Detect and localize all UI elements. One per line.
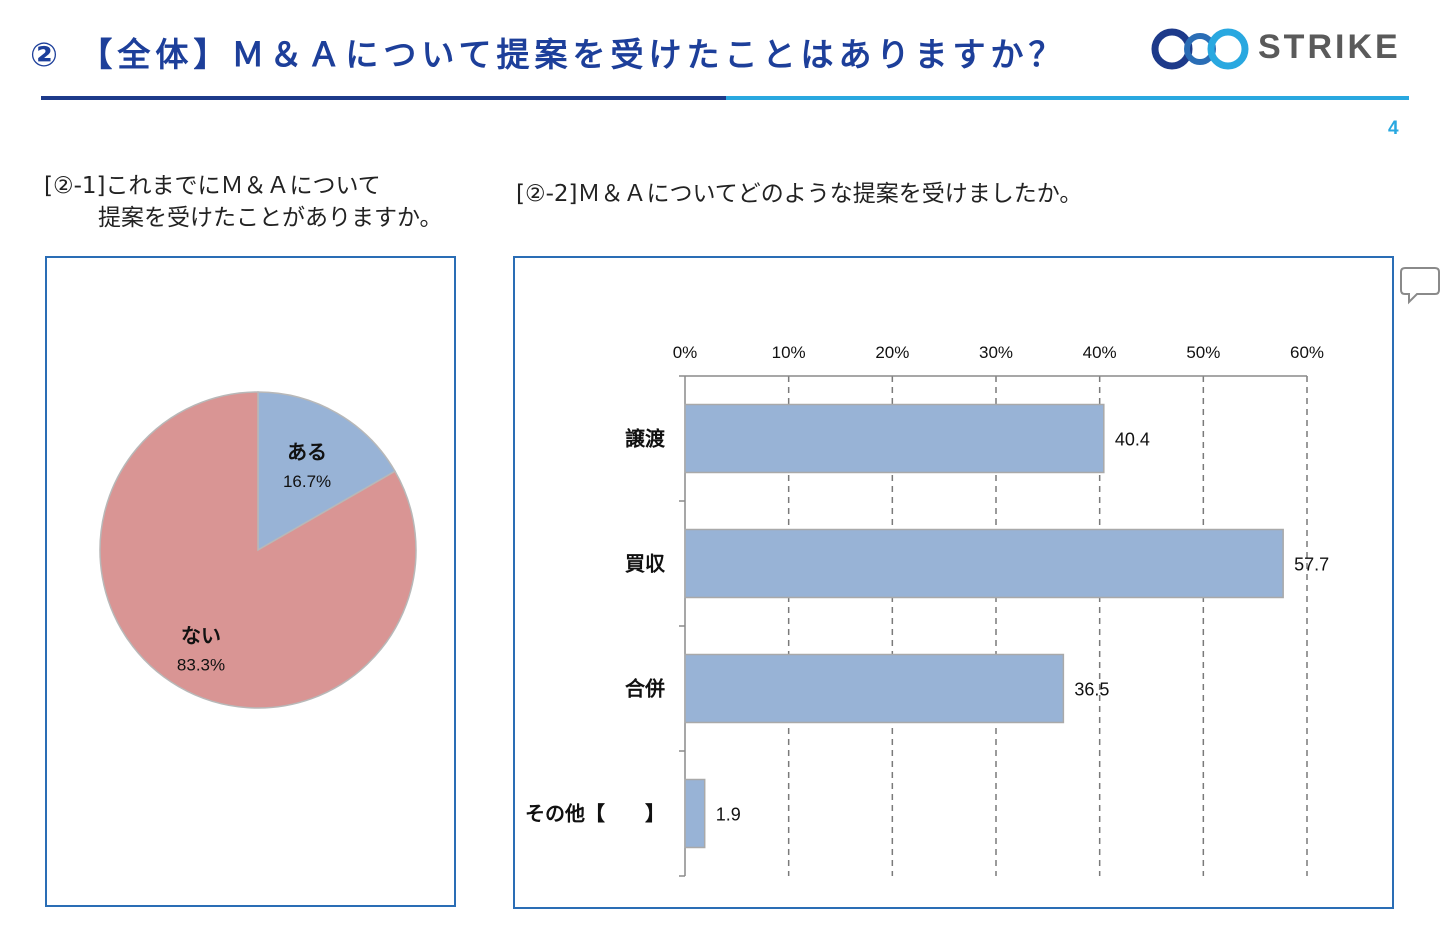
pie-label-1: ない <box>181 624 221 647</box>
page-number: 4 <box>1388 118 1399 139</box>
category-label: 譲渡 <box>625 427 666 451</box>
strike-logo-icon <box>1151 28 1249 70</box>
question-1-line-1: [②-1]これまでにＭ＆Ａについて <box>44 173 381 199</box>
bar-chart-panel: 0% 10% 20% 30% 40% 50% 60% 譲渡 40.4 買収 57.7 合併 36.5 その… <box>513 256 1394 909</box>
header-rule-light <box>726 96 1409 100</box>
pie-chart-panel: ある 16.7% ない 83.3% <box>45 256 456 907</box>
header-rule-dark <box>41 96 726 100</box>
comment-icon[interactable] <box>1399 264 1441 306</box>
x-tick-label: 50% <box>1186 343 1220 362</box>
x-tick-label: 10% <box>772 343 806 362</box>
bar-3 <box>684 778 706 849</box>
bar-1 <box>684 528 1284 599</box>
x-tick-label: 30% <box>979 343 1013 362</box>
page-title: ② 【全体】Ｍ＆Ａについて提案を受けたことはありますか？ <box>30 35 1067 74</box>
x-tick-label: 60% <box>1290 343 1324 362</box>
bar-2 <box>684 653 1065 724</box>
x-tick-label: 20% <box>875 343 909 362</box>
bar-value-label: 1.9 <box>716 805 741 825</box>
category-label: その他【 】 <box>525 802 665 826</box>
pie-slice-0 <box>257 391 397 552</box>
category-label: 買収 <box>625 553 666 576</box>
pie-chart: ある 16.7% ない 83.3% <box>99 391 417 709</box>
question-2: [②-2]Ｍ＆Ａについてどのような提案を受けましたか。 <box>516 181 1083 207</box>
question-1-line-2: 提案を受けたことがありますか。 <box>98 205 443 231</box>
pie-value-0: 16.7% <box>283 472 331 491</box>
pie-value-1: 83.3% <box>177 655 225 674</box>
bar-0 <box>684 403 1105 474</box>
pie-slice-1 <box>99 391 417 709</box>
x-tick-label: 0% <box>673 343 698 362</box>
pie-label-0: ある <box>287 441 327 464</box>
bar-value-label: 40.4 <box>1115 430 1150 450</box>
x-tick-label: 40% <box>1083 343 1117 362</box>
bar-value-label: 57.7 <box>1294 555 1329 575</box>
bar-value-label: 36.5 <box>1074 680 1109 700</box>
bar-chart: 0% 10% 20% 30% 40% 50% 60% 譲渡 40.4 買収 57.7 合併 36.5 その… <box>525 343 1329 877</box>
logo-text: STRIKE <box>1258 28 1401 66</box>
category-label: 合併 <box>625 677 665 701</box>
